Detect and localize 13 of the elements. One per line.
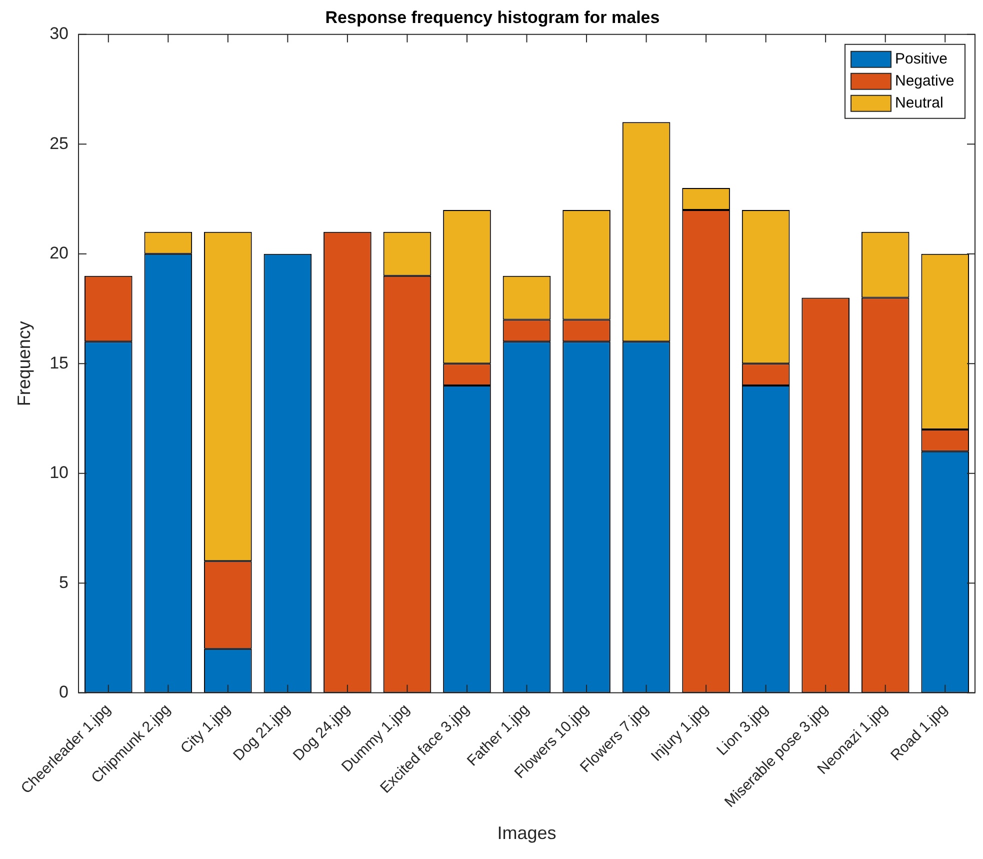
y-tick-label: 15 <box>50 353 69 372</box>
legend-label: Positive <box>895 50 948 68</box>
y-axis-title: Frequency <box>14 321 34 406</box>
x-axis-title: Images <box>497 823 556 844</box>
y-tick-label: 20 <box>50 244 69 263</box>
legend-label: Negative <box>895 72 954 90</box>
y-tick-label: 0 <box>59 682 69 702</box>
y-tick-label: 10 <box>50 463 69 482</box>
y-tick-label: 5 <box>59 572 69 592</box>
y-tick-label: 25 <box>50 134 69 153</box>
legend-label: Neutral <box>895 94 944 112</box>
chart-title: Response frequency histogram for males <box>325 8 660 27</box>
y-tick-label: 30 <box>50 24 69 44</box>
